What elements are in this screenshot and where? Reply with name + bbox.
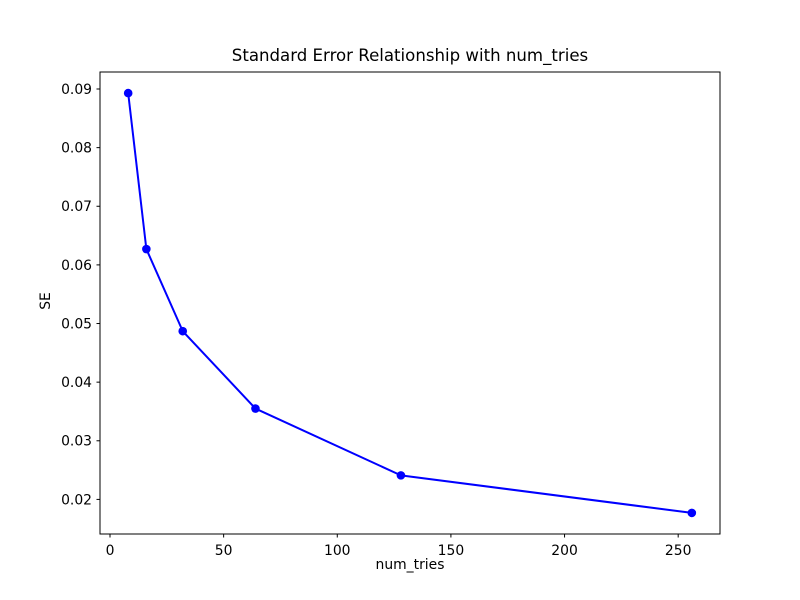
x-tick-label: 50 [215, 543, 233, 559]
axes-spines [99, 71, 721, 535]
chart-title: Standard Error Relationship with num_tri… [231, 46, 589, 65]
x-tick-label: 100 [324, 543, 351, 559]
data-point-marker [251, 404, 260, 413]
y-tick-label: 0.03 [61, 434, 92, 450]
y-axis-label: SE [38, 292, 54, 310]
y-tick-label: 0.06 [61, 258, 92, 274]
data-point-marker [687, 508, 697, 518]
x-tick-label: 200 [551, 543, 578, 559]
y-tick-label: 0.07 [61, 199, 92, 215]
y-tick-label: 0.04 [61, 375, 92, 391]
data-point-marker [178, 326, 188, 336]
se-line [127, 92, 693, 514]
data-point-marker [396, 471, 406, 480]
x-tick-label: 250 [665, 543, 692, 559]
data-point-marker [142, 244, 151, 254]
x-tick-label: 150 [438, 543, 465, 559]
y-tick-label: 0.08 [61, 141, 92, 157]
data-point-marker [123, 88, 133, 98]
y-tick-label: 0.05 [61, 316, 92, 332]
y-tick-label: 0.09 [61, 82, 92, 98]
x-tick-label: 0 [106, 543, 115, 559]
x-axis-label: num_tries [375, 557, 445, 573]
y-tick-label: 0.02 [61, 492, 92, 508]
